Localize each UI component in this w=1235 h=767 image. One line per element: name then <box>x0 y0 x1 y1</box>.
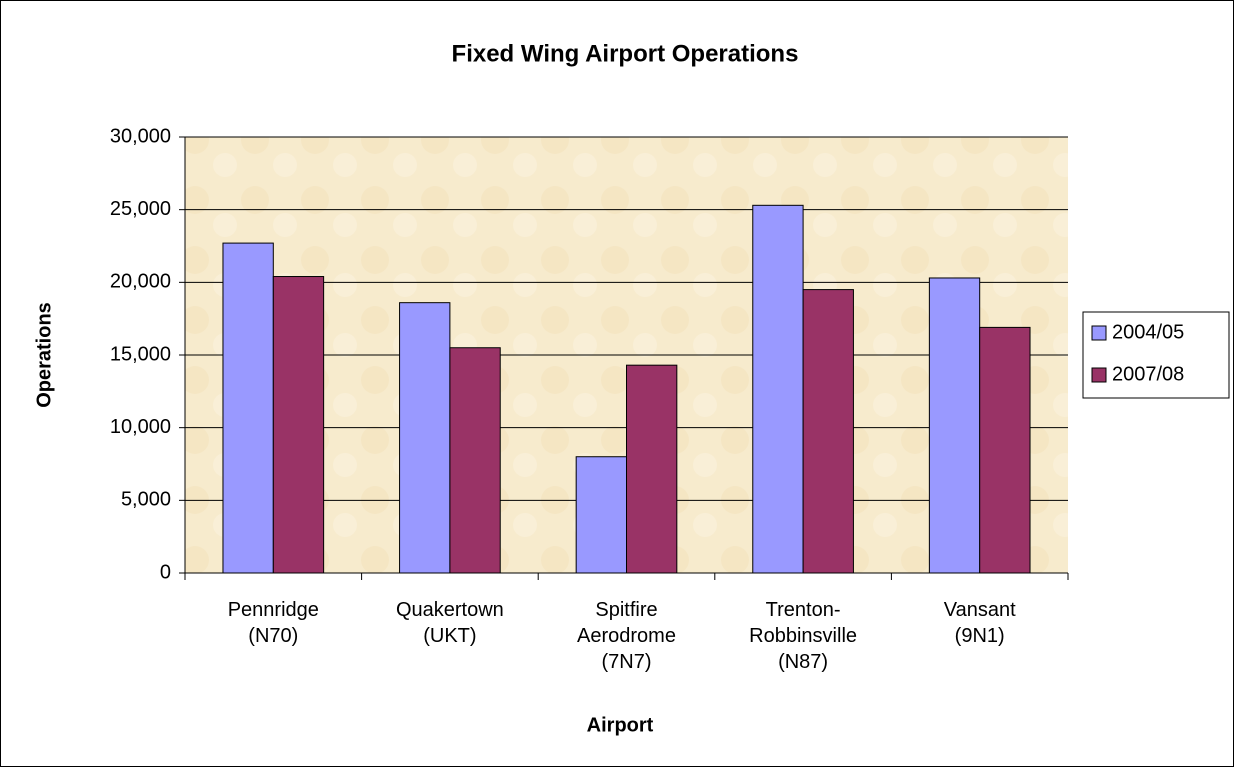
y-tick-label: 30,000 <box>110 125 171 147</box>
legend-box <box>1082 311 1230 399</box>
bar <box>626 364 678 574</box>
bar <box>449 347 501 574</box>
bar <box>272 276 325 574</box>
bar <box>222 242 274 574</box>
bar <box>802 289 854 574</box>
x-tick-label: Quakertown (UKT) <box>395 599 504 647</box>
x-tick-label: Trenton- Robbinsville (N87) <box>749 599 858 673</box>
bar <box>979 326 1031 574</box>
legend-label: 2004/05 <box>1112 321 1184 343</box>
x-tick-label: Spitfire Aerodrome (7N7) <box>577 599 676 673</box>
y-tick-label: 5,000 <box>121 489 171 511</box>
bar <box>399 302 451 574</box>
y-tick-label: 0 <box>160 561 171 583</box>
y-tick-label: 25,000 <box>110 198 171 220</box>
legend-label: 2007/08 <box>1112 363 1184 385</box>
y-axis-label: Operations <box>33 302 55 408</box>
x-tick-label: Pennridge (N70) <box>227 599 319 647</box>
legend-swatch <box>1091 367 1107 383</box>
bar <box>575 456 628 574</box>
x-axis-label: Airport <box>587 714 654 736</box>
bar <box>752 204 804 574</box>
y-tick-label: 20,000 <box>110 271 171 293</box>
x-tick-label: Vansant (9N1) <box>943 599 1016 647</box>
y-tick-label: 10,000 <box>110 416 171 438</box>
chart-title: Fixed Wing Airport Operations <box>452 40 799 67</box>
legend-swatch <box>1091 325 1107 341</box>
bar <box>928 277 981 574</box>
y-tick-label: 15,000 <box>110 343 171 365</box>
